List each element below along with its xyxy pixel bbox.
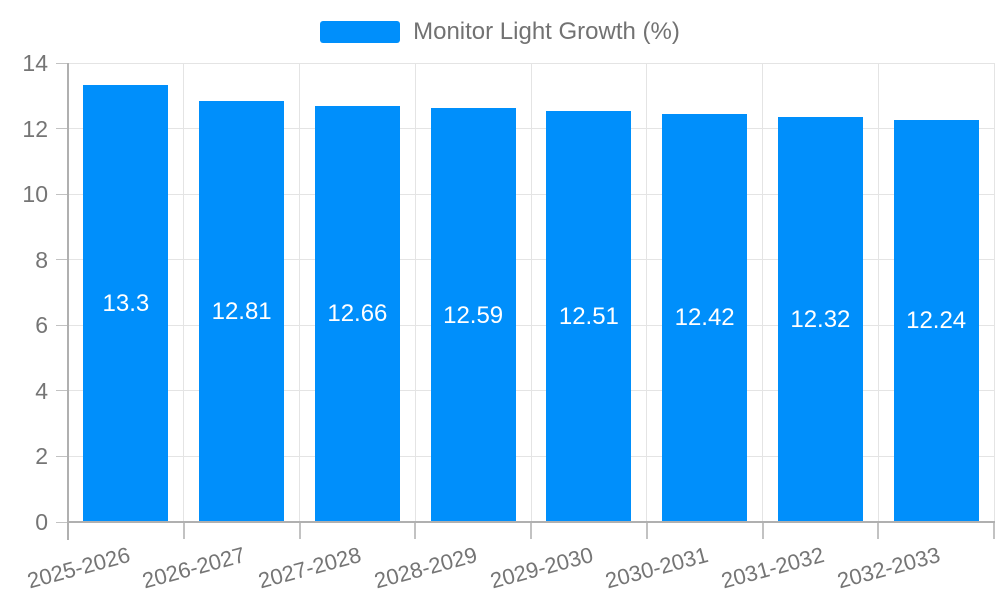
y-axis-tick xyxy=(56,390,68,392)
bar-value-label: 12.32 xyxy=(790,306,851,334)
x-axis-tick xyxy=(877,522,880,539)
x-axis-tick-label: 2029-2030 xyxy=(487,542,596,594)
x-axis-tick xyxy=(993,522,995,539)
y-axis-tick xyxy=(56,128,68,130)
x-axis-tick xyxy=(530,522,532,539)
y-axis-tick-label: 12 xyxy=(22,115,48,142)
gridline-vertical xyxy=(877,63,879,522)
legend-swatch-icon xyxy=(320,21,401,43)
x-axis-tick-label: 2026-2027 xyxy=(139,542,249,594)
bar[interactable] xyxy=(893,119,979,521)
x-axis-tick xyxy=(298,522,301,539)
y-axis-tick-label: 14 xyxy=(22,50,48,76)
x-axis-tick xyxy=(414,522,417,539)
gridline-vertical xyxy=(646,63,648,522)
x-axis-tick-label: 2028-2029 xyxy=(371,542,480,594)
y-axis-tick xyxy=(56,324,68,326)
bar-value-label: 13.3 xyxy=(102,289,150,317)
bar[interactable] xyxy=(314,105,400,521)
gridline-vertical xyxy=(414,63,416,522)
x-axis-tick-label: 2031-2032 xyxy=(718,542,827,594)
y-axis-tick-label: 6 xyxy=(35,312,48,339)
x-axis-tick xyxy=(182,522,185,539)
bar-value-label: 12.24 xyxy=(906,307,967,335)
gridline-vertical xyxy=(993,63,995,522)
bar[interactable] xyxy=(546,110,632,521)
y-axis-tick-label: 4 xyxy=(35,377,48,404)
gridline-vertical xyxy=(299,63,300,522)
y-axis-tick xyxy=(56,193,68,195)
x-axis-tick xyxy=(761,522,764,539)
y-axis-tick xyxy=(56,62,68,64)
bar-value-label: 12.59 xyxy=(443,301,504,329)
y-axis-tick xyxy=(56,259,68,261)
x-axis-tick-label: 2027-2028 xyxy=(255,542,364,594)
y-axis-tick xyxy=(56,455,68,457)
y-axis-tick-label: 2 xyxy=(35,443,48,470)
bar[interactable] xyxy=(83,84,169,521)
gridline-vertical xyxy=(183,63,185,522)
y-axis-tick xyxy=(56,521,68,523)
legend[interactable]: Monitor Light Growth (%) xyxy=(0,19,1000,45)
x-axis-tick xyxy=(645,522,648,539)
x-axis-line xyxy=(67,521,995,523)
x-axis-tick-label: 2025-2026 xyxy=(24,542,133,594)
gridline-vertical xyxy=(530,63,532,522)
bar[interactable] xyxy=(777,117,863,521)
bar-value-label: 12.51 xyxy=(558,302,619,330)
bar-value-label: 12.42 xyxy=(674,304,735,332)
bar-value-label: 12.81 xyxy=(211,298,272,325)
gridline-vertical xyxy=(762,63,763,522)
y-axis-line xyxy=(67,63,69,540)
y-axis-tick-label: 8 xyxy=(35,246,48,273)
plot-area: 13.3 12.81 12.66 12.59 12.51 12.42 12.32 12.24 xyxy=(56,62,995,540)
bar[interactable] xyxy=(662,113,748,521)
bar-value-label: 12.66 xyxy=(327,300,388,328)
y-axis-tick-label: 10 xyxy=(22,181,48,208)
bar[interactable] xyxy=(199,101,285,521)
y-axis-tick-label: 0 xyxy=(35,509,48,535)
bar[interactable] xyxy=(430,108,516,521)
x-axis-tick-label: 2030-2031 xyxy=(602,542,712,594)
x-axis-tick-label: 2032-2033 xyxy=(834,542,943,594)
legend-label: Monitor Light Growth (%) xyxy=(413,18,680,45)
